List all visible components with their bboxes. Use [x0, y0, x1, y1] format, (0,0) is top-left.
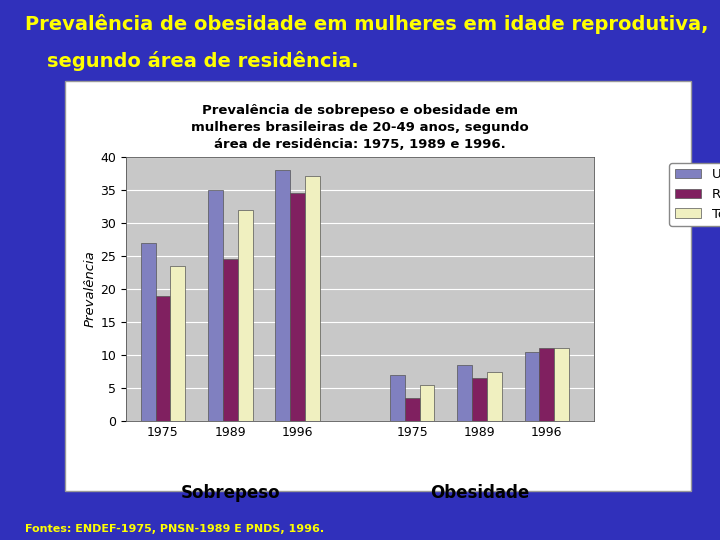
Bar — [223, 259, 238, 421]
Bar — [305, 177, 320, 421]
Text: Prevalência de obesidade em mulheres em idade reprodutiva,: Prevalência de obesidade em mulheres em … — [25, 14, 708, 33]
Bar — [405, 398, 420, 421]
Y-axis label: Prevalência: Prevalência — [84, 251, 96, 327]
Bar — [390, 375, 405, 421]
Bar — [487, 372, 502, 421]
Title: Prevalência de sobrepeso e obesidade em
mulheres brasileiras de 20-49 anos, segu: Prevalência de sobrepeso e obesidade em … — [191, 104, 529, 151]
Text: Obesidade: Obesidade — [430, 484, 529, 502]
Bar — [554, 348, 569, 421]
Bar — [420, 385, 434, 421]
Bar — [141, 242, 156, 421]
Bar — [171, 266, 185, 421]
Bar — [525, 352, 539, 421]
Bar — [156, 295, 171, 421]
Bar — [457, 365, 472, 421]
Text: Sobrepeso: Sobrepeso — [181, 484, 280, 502]
Bar — [290, 193, 305, 421]
Bar — [238, 210, 253, 421]
Bar — [208, 190, 223, 421]
Bar — [276, 170, 290, 421]
Bar — [472, 378, 487, 421]
Bar — [539, 348, 554, 421]
Legend: Urbana, Rural, Total: Urbana, Rural, Total — [670, 163, 720, 226]
Text: Fontes: ENDEF-1975, PNSN-1989 E PNDS, 1996.: Fontes: ENDEF-1975, PNSN-1989 E PNDS, 19… — [25, 523, 324, 534]
Text: segundo área de residência.: segundo área de residência. — [47, 51, 359, 71]
